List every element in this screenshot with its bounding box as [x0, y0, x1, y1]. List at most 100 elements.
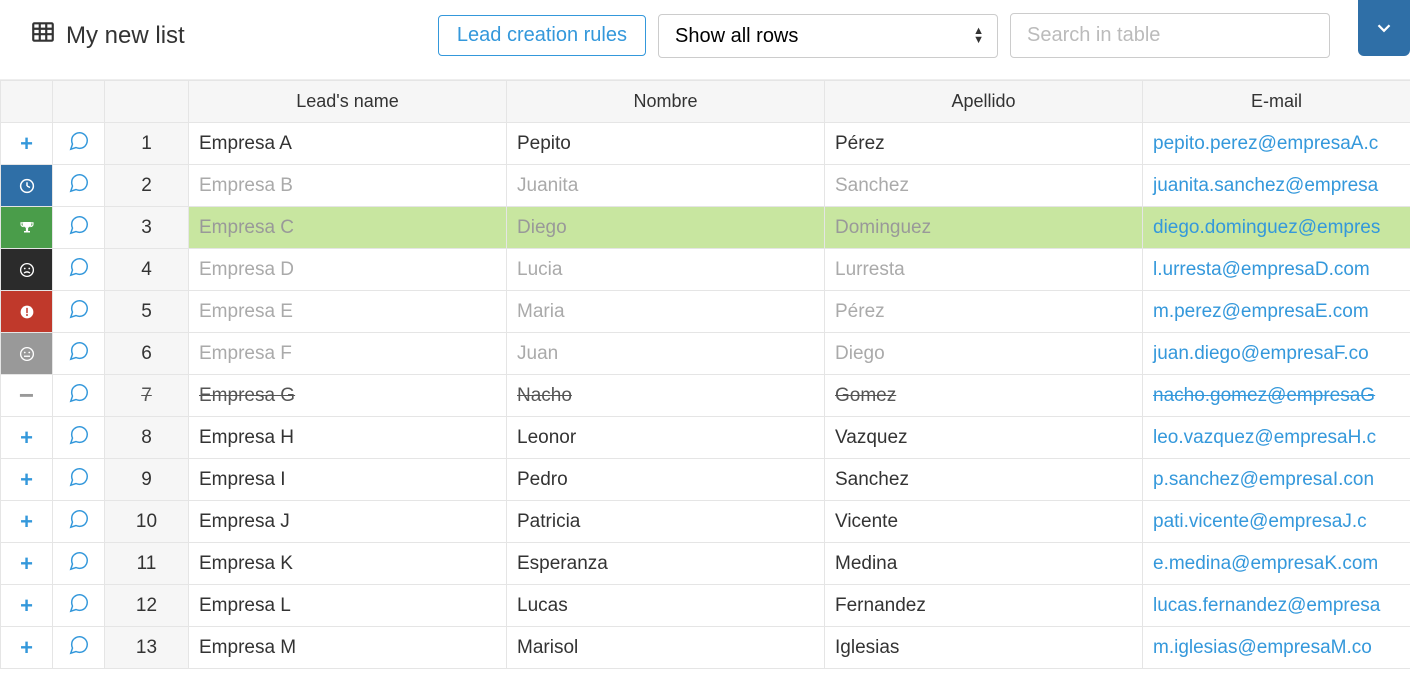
comment-button[interactable]: [53, 207, 105, 249]
cell-nombre[interactable]: Maria: [507, 291, 825, 333]
table-row[interactable]: +11Empresa KEsperanzaMedinae.medina@empr…: [1, 543, 1410, 585]
cell-nombre[interactable]: Diego: [507, 207, 825, 249]
comment-button[interactable]: [53, 333, 105, 375]
cell-email[interactable]: pepito.perez@empresaA.c: [1143, 123, 1410, 165]
comment-button[interactable]: [53, 417, 105, 459]
cell-lead[interactable]: Empresa H: [189, 417, 507, 459]
cell-nombre[interactable]: Lucas: [507, 585, 825, 627]
cell-apellido[interactable]: Gomez: [825, 375, 1143, 417]
header-nombre[interactable]: Nombre: [507, 81, 825, 123]
cell-email[interactable]: juan.diego@empresaF.co: [1143, 333, 1410, 375]
status-cell[interactable]: +: [1, 627, 53, 669]
cell-nombre[interactable]: Nacho: [507, 375, 825, 417]
cell-apellido[interactable]: Vicente: [825, 501, 1143, 543]
cell-lead[interactable]: Empresa C: [189, 207, 507, 249]
status-cell[interactable]: [1, 165, 53, 207]
cell-nombre[interactable]: Marisol: [507, 627, 825, 669]
table-row[interactable]: 5Empresa EMariaPérezm.perez@empresaE.com: [1, 291, 1410, 333]
cell-email[interactable]: e.medina@empresaK.com: [1143, 543, 1410, 585]
status-cell[interactable]: +: [1, 123, 53, 165]
cell-lead[interactable]: Empresa J: [189, 501, 507, 543]
cell-lead[interactable]: Empresa F: [189, 333, 507, 375]
status-cell[interactable]: [1, 207, 53, 249]
table-row[interactable]: 3Empresa CDiegoDominguezdiego.dominguez@…: [1, 207, 1410, 249]
cell-nombre[interactable]: Lucia: [507, 249, 825, 291]
cell-apellido[interactable]: Sanchez: [825, 165, 1143, 207]
cell-lead[interactable]: Empresa A: [189, 123, 507, 165]
cell-lead[interactable]: Empresa E: [189, 291, 507, 333]
table-row[interactable]: +10Empresa JPatriciaVicentepati.vicente@…: [1, 501, 1410, 543]
cell-nombre[interactable]: Juanita: [507, 165, 825, 207]
cell-lead[interactable]: Empresa D: [189, 249, 507, 291]
table-row[interactable]: 4Empresa DLuciaLurrestal.urresta@empresa…: [1, 249, 1410, 291]
cell-email[interactable]: l.urresta@empresaD.com: [1143, 249, 1410, 291]
cell-email[interactable]: m.iglesias@empresaM.co: [1143, 627, 1410, 669]
cell-nombre[interactable]: Patricia: [507, 501, 825, 543]
cell-email[interactable]: m.perez@empresaE.com: [1143, 291, 1410, 333]
cell-apellido[interactable]: Sanchez: [825, 459, 1143, 501]
comment-button[interactable]: [53, 459, 105, 501]
comment-button[interactable]: [53, 585, 105, 627]
cell-nombre[interactable]: Juan: [507, 333, 825, 375]
header-lead[interactable]: Lead's name: [189, 81, 507, 123]
cell-lead[interactable]: Empresa K: [189, 543, 507, 585]
status-cell[interactable]: +: [1, 543, 53, 585]
comment-button[interactable]: [53, 627, 105, 669]
cell-lead[interactable]: Empresa I: [189, 459, 507, 501]
comment-icon: [68, 424, 90, 446]
cell-apellido[interactable]: Lurresta: [825, 249, 1143, 291]
status-cell[interactable]: [1, 291, 53, 333]
status-cell[interactable]: +: [1, 585, 53, 627]
table-row[interactable]: +1Empresa APepitoPérezpepito.perez@empre…: [1, 123, 1410, 165]
table-row[interactable]: +8Empresa HLeonorVazquezleo.vazquez@empr…: [1, 417, 1410, 459]
comment-button[interactable]: [53, 543, 105, 585]
cell-nombre[interactable]: Pepito: [507, 123, 825, 165]
cell-apellido[interactable]: Medina: [825, 543, 1143, 585]
cell-email[interactable]: leo.vazquez@empresaH.c: [1143, 417, 1410, 459]
status-cell[interactable]: [1, 249, 53, 291]
cell-email[interactable]: p.sanchez@empresaI.con: [1143, 459, 1410, 501]
table-row[interactable]: +13Empresa MMarisolIglesiasm.iglesias@em…: [1, 627, 1410, 669]
lead-creation-rules-button[interactable]: Lead creation rules: [438, 15, 646, 56]
status-cell[interactable]: +: [1, 459, 53, 501]
header-email[interactable]: E-mail: [1143, 81, 1410, 123]
comment-button[interactable]: [53, 165, 105, 207]
comment-button[interactable]: [53, 123, 105, 165]
cell-lead[interactable]: Empresa L: [189, 585, 507, 627]
status-cell[interactable]: +: [1, 501, 53, 543]
comment-button[interactable]: [53, 501, 105, 543]
search-input[interactable]: [1010, 13, 1330, 58]
table-row[interactable]: +9Empresa IPedroSanchezp.sanchez@empresa…: [1, 459, 1410, 501]
cell-apellido[interactable]: Pérez: [825, 291, 1143, 333]
table-row[interactable]: −7Empresa GNachoGomeznacho.gomez@empresa…: [1, 375, 1410, 417]
status-cell[interactable]: +: [1, 417, 53, 459]
cell-email[interactable]: pati.vicente@empresaJ.c: [1143, 501, 1410, 543]
cell-email[interactable]: lucas.fernandez@empresa: [1143, 585, 1410, 627]
comment-button[interactable]: [53, 375, 105, 417]
cell-email[interactable]: diego.dominguez@empres: [1143, 207, 1410, 249]
cell-email[interactable]: nacho.gomez@empresaG: [1143, 375, 1410, 417]
comment-button[interactable]: [53, 249, 105, 291]
cell-nombre[interactable]: Leonor: [507, 417, 825, 459]
cell-apellido[interactable]: Diego: [825, 333, 1143, 375]
cell-nombre[interactable]: Pedro: [507, 459, 825, 501]
cell-nombre[interactable]: Esperanza: [507, 543, 825, 585]
row-filter-select[interactable]: Show all rows: [658, 14, 998, 58]
cell-lead[interactable]: Empresa G: [189, 375, 507, 417]
status-cell[interactable]: [1, 333, 53, 375]
cell-email[interactable]: juanita.sanchez@empresa: [1143, 165, 1410, 207]
cell-apellido[interactable]: Dominguez: [825, 207, 1143, 249]
table-row[interactable]: +12Empresa LLucasFernandezlucas.fernande…: [1, 585, 1410, 627]
cell-apellido[interactable]: Pérez: [825, 123, 1143, 165]
comment-button[interactable]: [53, 291, 105, 333]
table-row[interactable]: 6Empresa FJuanDiegojuan.diego@empresaF.c…: [1, 333, 1410, 375]
cell-lead[interactable]: Empresa B: [189, 165, 507, 207]
cell-apellido[interactable]: Iglesias: [825, 627, 1143, 669]
cell-lead[interactable]: Empresa M: [189, 627, 507, 669]
toolbar-dropdown-toggle[interactable]: [1358, 0, 1410, 56]
cell-apellido[interactable]: Fernandez: [825, 585, 1143, 627]
status-cell[interactable]: −: [1, 375, 53, 417]
header-apellido[interactable]: Apellido: [825, 81, 1143, 123]
cell-apellido[interactable]: Vazquez: [825, 417, 1143, 459]
table-row[interactable]: 2Empresa BJuanitaSanchezjuanita.sanchez@…: [1, 165, 1410, 207]
